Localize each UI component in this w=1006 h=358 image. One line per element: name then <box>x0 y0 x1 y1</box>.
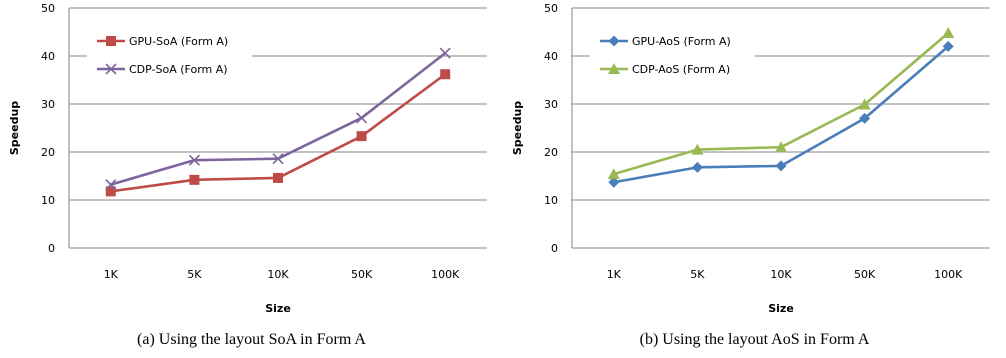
data-point-2 <box>942 26 955 38</box>
y-tick-label: 30 <box>41 98 55 111</box>
x-tick-label: 50K <box>854 268 876 281</box>
data-point-2 <box>775 141 787 153</box>
data-point-2 <box>691 143 704 155</box>
x-tick-label: 50K <box>351 268 373 281</box>
legend-label-1: GPU-AoS (Form A) <box>632 35 731 48</box>
y-tick-label: 20 <box>41 146 55 159</box>
data-point-1 <box>608 176 620 188</box>
chart-b: 0 10 20 30 40 50 1K 5K 10K 50K 100K Size Speedup GPU-… <box>511 2 990 315</box>
data-point-1 <box>105 186 116 197</box>
legend-label-2: CDP-AoS (Form A) <box>632 63 730 76</box>
y-axis-title: Speedup <box>8 101 21 155</box>
y-tick-label: 50 <box>544 2 558 15</box>
data-point-2 <box>272 153 284 165</box>
data-point-2 <box>188 154 200 166</box>
legend-marker-1 <box>106 36 116 46</box>
y-tick-label: 40 <box>544 50 558 63</box>
y-tick-label: 0 <box>48 242 55 255</box>
chart-caption-a: (a) Using the layout SoA in Form A <box>137 331 366 348</box>
y-tick-label: 30 <box>544 98 558 111</box>
legend-box <box>590 26 755 89</box>
legend-marker-2 <box>608 63 620 74</box>
data-point-2 <box>607 168 620 180</box>
data-point-2 <box>439 47 451 59</box>
x-tick-label: 10K <box>267 268 289 281</box>
x-tick-label: 100K <box>431 268 460 281</box>
data-point-2 <box>858 98 871 110</box>
y-tick-label: 10 <box>41 194 55 207</box>
data-point-2 <box>356 112 368 124</box>
y-tick-label: 20 <box>544 146 558 159</box>
data-point-1 <box>691 161 703 173</box>
chart-a: 0 10 20 30 40 50 1K 5K 10K 50K 100K Size Speedup GPU-… <box>8 2 487 315</box>
x-tick-label: 100K <box>934 268 963 281</box>
data-point-1 <box>775 160 787 172</box>
x-axis-title: Size <box>768 302 794 315</box>
legend-label-1: GPU-SoA (Form A) <box>129 35 228 48</box>
x-axis-title: Size <box>265 302 291 315</box>
y-tick-label: 50 <box>41 2 55 15</box>
y-tick-label: 10 <box>544 194 558 207</box>
data-point-1 <box>859 112 871 124</box>
x-tick-label: 5K <box>690 268 705 281</box>
chart-panel-b: 0 10 20 30 40 50 1K 5K 10K 50K 100K Size Speedup GPU-… <box>503 0 1006 358</box>
legend-label-2: CDP-SoA (Form A) <box>129 63 228 76</box>
data-point-1 <box>440 69 451 80</box>
y-tick-label: 40 <box>41 50 55 63</box>
x-tick-label: 10K <box>770 268 792 281</box>
x-tick-label: 1K <box>607 268 622 281</box>
chart-caption-b: (b) Using the layout AoS in Form A <box>639 331 870 348</box>
x-tick-label: 5K <box>187 268 202 281</box>
data-point-1 <box>273 172 283 183</box>
x-tick-label: 1K <box>104 268 119 281</box>
legend-marker-1 <box>608 35 620 47</box>
data-point-1 <box>189 174 200 185</box>
y-axis-title: Speedup <box>511 101 524 155</box>
chart-panel-a: 0 10 20 30 40 50 1K 5K 10K 50K 100K Size Speedup GPU-… <box>8 2 487 348</box>
data-point-1 <box>356 131 367 142</box>
data-point-1 <box>942 40 954 52</box>
data-point-2 <box>105 179 117 191</box>
legend-marker-2 <box>105 63 117 75</box>
y-tick-label: 0 <box>551 242 558 255</box>
